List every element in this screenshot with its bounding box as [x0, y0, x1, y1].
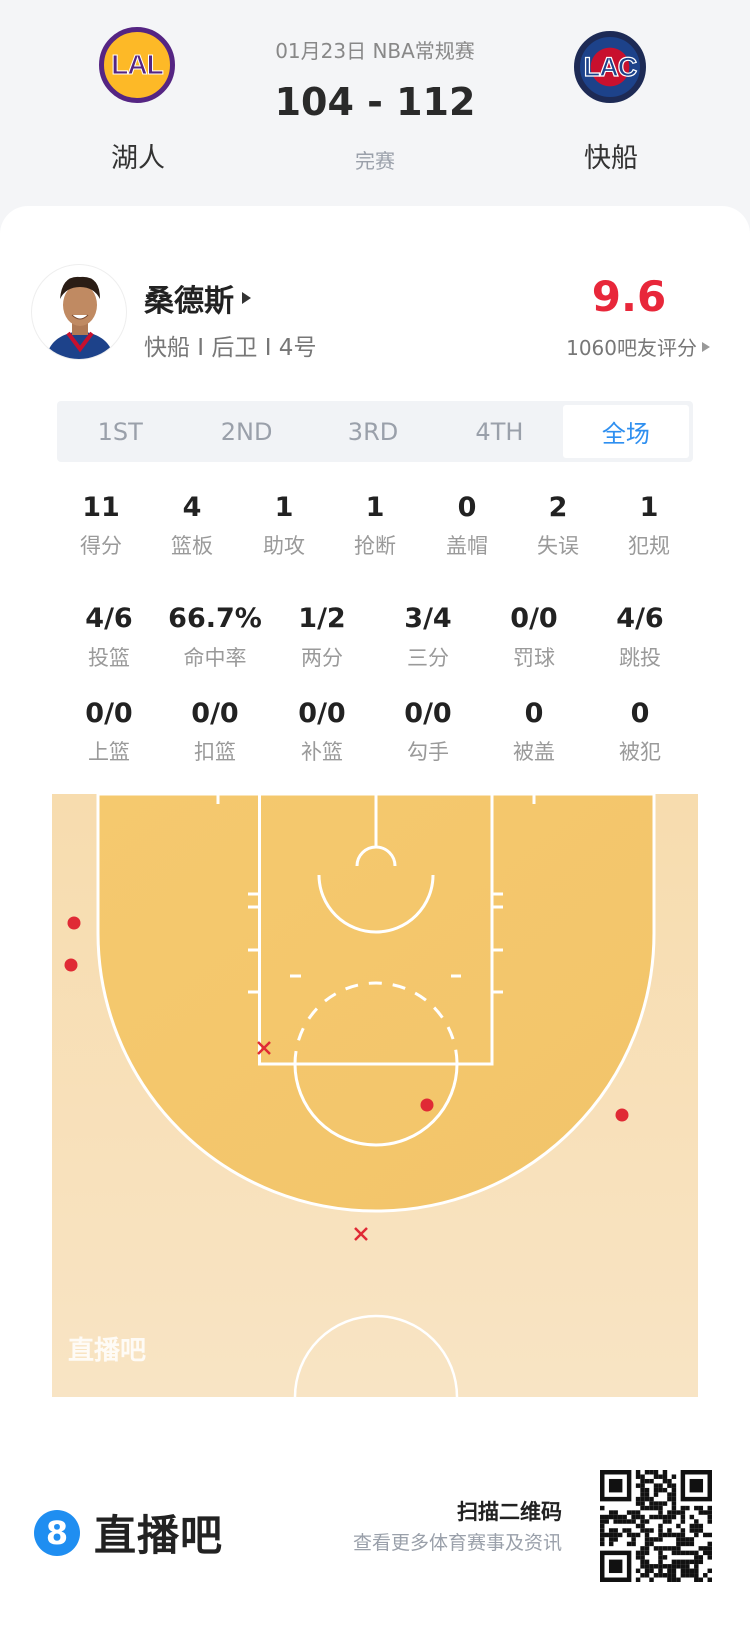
period-tabs: 1ST 2ND 3RD 4TH 全场: [57, 401, 693, 462]
caret-right-icon: [702, 341, 710, 352]
stat-label: 补篮: [301, 740, 343, 764]
match-date-league: 01月23日 NBA常规赛: [275, 39, 475, 63]
stat-label: 扣篮: [194, 740, 236, 764]
stat-value: 1: [639, 492, 659, 523]
free-throw-circle-top: [293, 981, 459, 1065]
player-rating: 9.6: [591, 272, 667, 321]
qr-subtitle: 查看更多体育赛事及资讯: [352, 1532, 562, 1554]
missed-shot-x[interactable]: [257, 1041, 271, 1055]
stat-value: 1: [365, 492, 385, 523]
stat-label: 罚球: [513, 646, 555, 670]
stat-value: 0/0: [298, 698, 346, 729]
stat-label: 失误: [537, 534, 579, 558]
stat-value: 0: [630, 698, 650, 729]
stat-label: 三分: [407, 646, 449, 670]
stat-value: 0/0: [85, 698, 133, 729]
clippers-logo[interactable]: LAC: [574, 31, 646, 103]
stat-value: 1/2: [298, 603, 346, 634]
stat-value: 4: [182, 492, 202, 523]
made-shot-dot[interactable]: [615, 1108, 629, 1122]
stat-label: 上篮: [88, 740, 130, 764]
stat-value: 4/6: [616, 603, 664, 634]
brand-mark-text: 8: [45, 1513, 69, 1552]
made-shot-dot[interactable]: [67, 916, 81, 930]
caret-right-icon: [242, 292, 251, 304]
brand-mark-icon: 8: [34, 1509, 80, 1556]
three-point-line: [96, 794, 656, 1213]
stat-label: 犯规: [628, 534, 670, 558]
tab-full-game[interactable]: 全场: [562, 405, 690, 458]
player-name-link[interactable]: 桑德斯: [144, 276, 251, 320]
match-status: 完赛: [355, 149, 395, 173]
shot-chart: 直播吧: [52, 794, 698, 1397]
stat-value: 3/4: [404, 603, 452, 634]
home-team-name[interactable]: 湖人: [111, 143, 165, 174]
center-circle: [293, 1314, 459, 1397]
stat-label: 抢断: [354, 534, 396, 558]
court-svg: [52, 794, 698, 1397]
free-throw-circle-bottom: [293, 1063, 459, 1147]
player-name: 桑德斯: [144, 284, 234, 319]
stat-label: 命中率: [183, 646, 247, 670]
match-score: 104 - 112: [274, 80, 476, 124]
sideline-ticks: [216, 794, 536, 804]
stat-value: 1: [274, 492, 294, 523]
made-shot-dot[interactable]: [64, 958, 78, 972]
brand-name: 直播吧: [94, 1511, 224, 1560]
stat-value: 66.7%: [168, 603, 262, 634]
rating-count: 1060吧友评分: [566, 336, 697, 360]
stat-value: 0/0: [404, 698, 452, 729]
missed-shot-x[interactable]: [354, 1227, 368, 1241]
stat-value: 0: [457, 492, 477, 523]
made-shot-dot[interactable]: [420, 1098, 434, 1112]
stat-label: 被犯: [619, 740, 661, 764]
stat-label: 得分: [80, 534, 122, 558]
player-info: 快船 I 后卫 I 4号: [144, 335, 317, 361]
lane-hash-marks: [248, 892, 503, 994]
stat-value: 2: [548, 492, 568, 523]
stat-label: 投篮: [88, 646, 130, 670]
clippers-logo-text: LAC: [583, 51, 638, 82]
restricted-area: [317, 874, 435, 934]
stat-label: 被盖: [513, 740, 555, 764]
rating-count-link[interactable]: 1060吧友评分: [566, 332, 710, 361]
lakers-logo-text: LAL: [111, 49, 164, 81]
tab-2nd[interactable]: 2ND: [220, 417, 273, 446]
tab-4th[interactable]: 4TH: [475, 417, 524, 446]
stat-label: 两分: [301, 646, 343, 670]
paint-lane: [258, 794, 494, 1066]
qr-code[interactable]: [600, 1470, 712, 1582]
tab-3rd[interactable]: 3RD: [347, 417, 399, 446]
stat-label: 助攻: [263, 534, 305, 558]
stat-value: 11: [82, 492, 120, 523]
qr-title: 扫描二维码: [457, 1500, 562, 1524]
stat-label: 篮板: [171, 534, 213, 558]
stat-label: 跳投: [619, 646, 661, 670]
away-team-name[interactable]: 快船: [584, 143, 638, 174]
brand-logo[interactable]: 8 直播吧: [34, 1502, 223, 1563]
court-watermark: 直播吧: [68, 1336, 147, 1366]
lakers-logo[interactable]: LAL: [99, 27, 175, 103]
stat-value: 4/6: [85, 603, 133, 634]
stat-value: 0/0: [191, 698, 239, 729]
stat-label: 盖帽: [446, 534, 488, 558]
stat-label: 勾手: [407, 740, 449, 764]
rim: [355, 845, 397, 867]
player-avatar[interactable]: [31, 264, 127, 360]
stat-value: 0: [524, 698, 544, 729]
stat-value: 0/0: [510, 603, 558, 634]
tab-1st[interactable]: 1ST: [97, 417, 143, 446]
